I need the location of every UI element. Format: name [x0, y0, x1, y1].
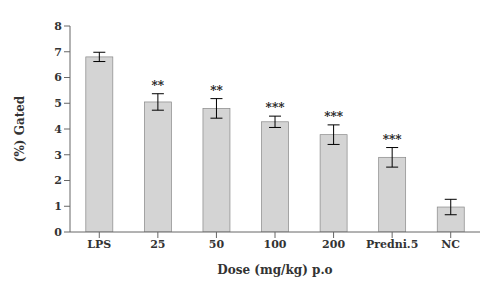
svg-text:100: 100: [264, 238, 287, 251]
svg-text:3: 3: [54, 149, 62, 162]
svg-text:50: 50: [209, 238, 225, 251]
svg-text:***: ***: [383, 133, 403, 147]
svg-text:LPS: LPS: [87, 238, 111, 251]
svg-text:1: 1: [54, 200, 62, 213]
svg-text:0: 0: [54, 226, 62, 239]
svg-text:**: **: [152, 79, 165, 93]
svg-text:Predni.5: Predni.5: [366, 238, 418, 251]
svg-text:25: 25: [150, 238, 165, 251]
svg-text:(%) Gated: (%) Gated: [13, 95, 27, 162]
svg-text:NC: NC: [441, 238, 460, 251]
svg-text:2: 2: [54, 174, 62, 187]
svg-text:200: 200: [322, 238, 345, 251]
svg-text:***: ***: [324, 110, 344, 124]
svg-text:7: 7: [54, 46, 62, 59]
svg-text:Dose (mg/kg) p.o: Dose (mg/kg) p.o: [217, 263, 332, 277]
svg-text:8: 8: [54, 20, 62, 33]
svg-text:**: **: [210, 84, 223, 98]
svg-text:6: 6: [54, 71, 62, 84]
svg-text:4: 4: [54, 123, 62, 136]
svg-text:5: 5: [54, 97, 62, 110]
svg-text:***: ***: [266, 101, 286, 115]
